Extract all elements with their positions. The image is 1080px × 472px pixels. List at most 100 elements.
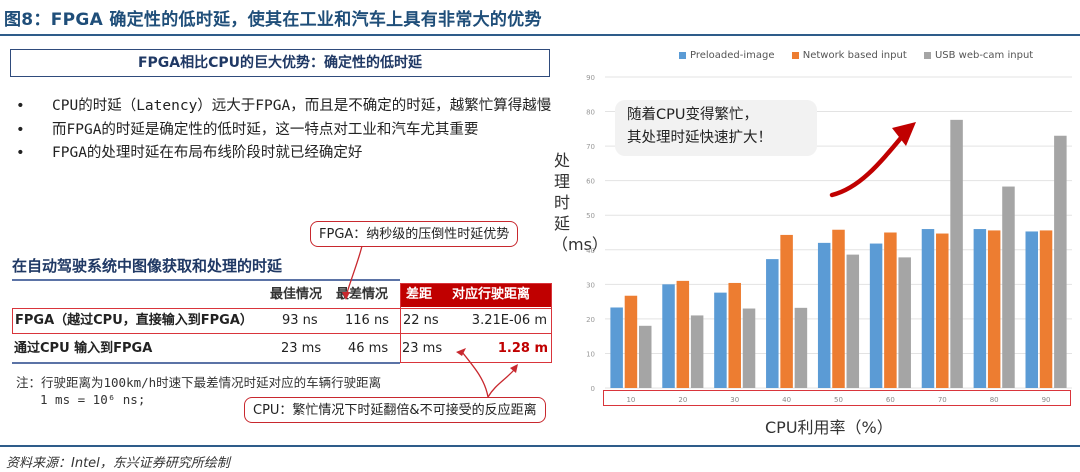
legend-swatch-usb <box>923 51 931 59</box>
x-tick-label: 30 <box>730 396 739 404</box>
bar <box>921 229 935 388</box>
table-title: 在自动驾驶系统中图像获取和处理的时延 <box>12 257 283 275</box>
x-tick-label: 20 <box>678 396 687 404</box>
bar <box>624 295 638 388</box>
legend-swatch-preloaded <box>679 51 686 59</box>
bar <box>1002 186 1015 388</box>
bullet-marker: • <box>16 98 25 114</box>
table-title-underline <box>12 279 400 281</box>
latency-bar-chart: Preloaded-image Network based input USB … <box>552 38 1080 438</box>
cell-gap: 23 ms <box>402 341 443 356</box>
x-tick-label: 40 <box>782 396 791 404</box>
table-row: 通过CPU 输入到FPGA 23 ms 46 ms 23 ms 1.28 m <box>12 337 552 361</box>
trend-arrow-icon <box>829 122 916 198</box>
bar <box>898 257 911 388</box>
legend-label-network: Network based input <box>802 50 907 61</box>
bar <box>987 230 1001 388</box>
x-axis-highlight-box <box>603 390 1071 406</box>
y-tick-label: 20 <box>586 316 595 324</box>
panel-heading-box: FPGA相比CPU的巨大优势：确定性的低时延 <box>10 49 550 77</box>
x-axis-label: CPU利用率（%） <box>765 418 893 437</box>
y-tick-label: 60 <box>586 178 595 186</box>
bullet-text: 而FPGA的时延是确定性的低时延，这一特点对工业和汽车尤其重要 <box>52 121 479 138</box>
y-tick-label: 10 <box>586 350 595 358</box>
note-line-2: 1 ms = 10⁶ ns; <box>40 392 146 407</box>
x-tick-label: 80 <box>990 396 999 404</box>
bullet-text: CPU的时延（Latency）远大于FPGA，而且是不确定的时延，越繁忙算得越慢 <box>52 98 552 114</box>
y-tick-label: 50 <box>586 212 595 220</box>
bar <box>846 254 860 388</box>
figure-title: 图8：FPGA 确定性的低时延，使其在工业和汽车上具有非常大的优势 <box>4 10 542 30</box>
bullet-item: • FPGA的处理时延在布局布线阶段时就已经确定好 <box>16 142 556 166</box>
legend-label-preloaded: Preloaded-image <box>690 50 775 61</box>
bar <box>728 282 741 388</box>
chart-legend: Preloaded-image Network based input USB … <box>665 50 1033 61</box>
footer-divider <box>0 445 1080 447</box>
bar <box>1025 231 1039 388</box>
bar <box>638 325 652 388</box>
table-note: 注：行驶距离为100km/h时速下最差情况时延对应的车辆行驶距离 1 ms = … <box>16 374 381 408</box>
table-row: FPGA（越过CPU，直接输入到FPGA） 93 ns 116 ns 22 ns… <box>12 308 552 334</box>
y-tick-label: 0 <box>591 385 595 393</box>
bar <box>869 243 883 388</box>
cell-worst: 116 ns <box>345 313 389 328</box>
bar <box>884 232 897 388</box>
cell-gap: 22 ns <box>403 313 439 328</box>
cell-best: 23 ms <box>281 341 322 356</box>
bar <box>690 315 704 388</box>
bar <box>714 292 727 388</box>
header-best: 最佳情况 <box>270 287 323 302</box>
cpu-callout: CPU：繁忙情况下时延翻倍&不可接受的反应距离 <box>244 397 546 423</box>
bar <box>742 308 756 388</box>
x-tick-label: 50 <box>834 396 843 404</box>
bar <box>766 259 779 388</box>
bullet-item: • CPU的时延（Latency）远大于FPGA，而且是不确定的时延，越繁忙算得… <box>16 95 556 119</box>
chart-plot-area: 0 10 20 30 40 50 60 70 80 90 10 20 30 40 50 60 70 80 90 <box>586 74 1072 404</box>
bar <box>794 307 808 388</box>
bar <box>832 229 845 388</box>
legend-swatch-network <box>791 51 799 59</box>
fpga-callout: FPGA：纳秒级的压倒性时延优势 <box>310 221 519 247</box>
bullet-marker: • <box>16 145 25 161</box>
bar <box>817 242 831 388</box>
x-tick-label: 10 <box>626 396 635 404</box>
title-divider <box>0 34 1080 36</box>
bar <box>676 280 690 388</box>
table-bottom-rule <box>12 362 400 364</box>
cell-distance: 3.21E-06 m <box>471 313 547 328</box>
y-tick-label: 80 <box>586 109 595 117</box>
header-distance: 对应行驶距离 <box>452 287 531 302</box>
bullet-item: • 而FPGA的时延是确定性的低时延，这一特点对工业和汽车尤其重要 <box>16 119 556 143</box>
cell-distance: 1.28 m <box>497 341 548 356</box>
bar <box>1039 230 1053 388</box>
bullet-list: • CPU的时延（Latency）远大于FPGA，而且是不确定的时延，越繁忙算得… <box>16 95 556 166</box>
y-tick-label: 90 <box>586 74 595 82</box>
row-label: 通过CPU 输入到FPGA <box>14 341 153 356</box>
bullet-text: FPGA的处理时延在布局布线阶段时就已经确定好 <box>52 145 363 161</box>
y-tick-label: 70 <box>586 143 595 151</box>
bar <box>936 233 949 388</box>
table-header-row: 最佳情况 最差情况 差距 对应行驶距离 <box>12 283 552 307</box>
cell-worst: 46 ms <box>348 341 389 356</box>
bar <box>973 229 987 388</box>
header-worst: 最差情况 <box>336 287 389 302</box>
y-tick-label: 40 <box>586 247 595 255</box>
y-tick-label: 30 <box>586 281 595 289</box>
x-tick-label: 70 <box>938 396 947 404</box>
bar <box>1054 135 1067 388</box>
source-note: 资料来源：Intel，东兴证券研究所绘制 <box>6 456 230 471</box>
x-tick-label: 60 <box>886 396 895 404</box>
cell-best: 93 ns <box>282 313 318 328</box>
gap-column-highlight <box>400 283 552 363</box>
bullet-marker: • <box>16 121 25 138</box>
chart-annotation-bubble: 随着CPU变得繁忙， 其处理时延快速扩大！ <box>615 100 817 156</box>
annotation-line-1: 随着CPU变得繁忙， <box>627 107 758 123</box>
header-red-block <box>400 283 552 307</box>
header-gap: 差距 <box>406 287 433 302</box>
annotation-line-2: 其处理时延快速扩大！ <box>627 130 772 146</box>
legend-label-usb: USB web-cam input <box>934 50 1034 61</box>
bar <box>950 119 963 389</box>
note-line-1: 注：行驶距离为100km/h时速下最差情况时延对应的车辆行驶距离 <box>16 375 382 390</box>
bar <box>662 284 675 388</box>
x-tick-label: 90 <box>1042 396 1051 404</box>
